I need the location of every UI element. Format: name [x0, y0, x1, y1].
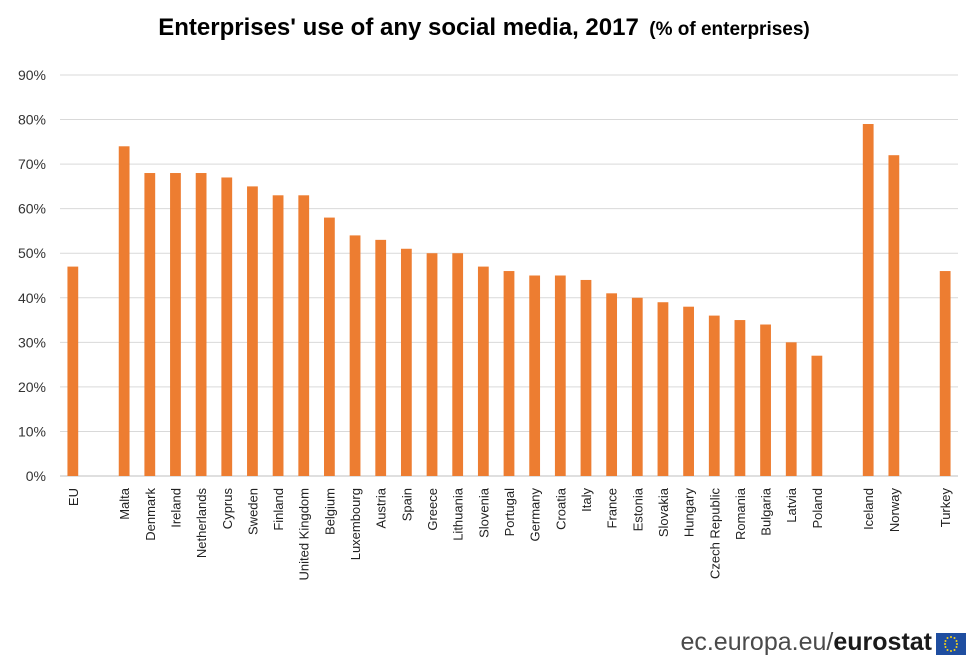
x-tick-label: Lithuania [451, 487, 466, 541]
x-tick-label: Luxembourg [348, 488, 363, 560]
x-tick-label: Finland [271, 488, 286, 531]
x-tick-label: Spain [399, 488, 414, 521]
bar [503, 271, 515, 476]
x-tick-label: Greece [425, 488, 440, 531]
x-tick-label: Netherlands [194, 488, 209, 559]
x-tick-label: Denmark [143, 488, 158, 541]
x-tick-label: Czech Republic [707, 488, 722, 580]
bar [683, 306, 694, 476]
bar-chart: 0% 10% 20% 30% 40% 50% 60% 70% 80% 90% EU Malta Denm… [18, 67, 958, 581]
bar [529, 275, 541, 476]
x-tick-label: Sweden [245, 488, 260, 535]
bar [272, 195, 284, 477]
y-tick-label: 80% [18, 112, 46, 128]
x-tick-label: Ireland [168, 488, 183, 528]
x-tick-label: Slovakia [656, 487, 671, 537]
chart-unit-label: (% of enterprises) [649, 19, 810, 40]
bar [862, 124, 874, 476]
x-tick-label: France [605, 488, 620, 528]
bar [375, 239, 387, 476]
bar [606, 293, 618, 476]
source-footer: ec.europa.eu/eurostat [680, 628, 932, 657]
x-tick-label: Hungary [682, 488, 697, 538]
bar [118, 146, 130, 477]
y-tick-label: 90% [18, 67, 46, 83]
x-tick-label: Cyprus [220, 488, 235, 530]
x-tick-label: Austria [374, 487, 389, 528]
bar [734, 320, 746, 476]
x-tick-label: Italy [579, 488, 594, 512]
bar [221, 177, 233, 476]
y-tick-label: 50% [18, 245, 46, 261]
bar [760, 324, 771, 476]
x-tick-label: Latvia [784, 487, 799, 522]
eu-flag-icon [936, 633, 966, 655]
y-tick-label: 60% [18, 201, 46, 217]
y-tick-label: 20% [18, 379, 46, 395]
x-tick-label: Norway [887, 488, 902, 533]
x-tick-label: Turkey [938, 488, 953, 528]
y-tick-label: 10% [18, 423, 46, 439]
x-tick-label: Slovenia [476, 487, 491, 538]
bar [67, 266, 79, 476]
y-tick-label: 40% [18, 290, 46, 306]
bar [298, 195, 310, 477]
bar [477, 266, 489, 476]
bar [247, 186, 258, 476]
y-tick-label: 70% [18, 156, 46, 172]
bar [708, 315, 720, 476]
bar [554, 275, 566, 476]
bar [195, 173, 207, 476]
x-tick-label: Romania [733, 487, 748, 540]
bar [631, 297, 643, 476]
x-tick-label: Belgium [322, 488, 337, 535]
bar [888, 155, 900, 476]
bar [657, 302, 669, 476]
bar [785, 342, 797, 476]
x-tick-label: Germany [528, 488, 543, 542]
bar [349, 235, 361, 476]
bar [170, 173, 181, 476]
x-tick-label: Poland [810, 488, 825, 528]
bar [144, 173, 156, 476]
bar [426, 253, 438, 476]
x-tick-label: Portugal [502, 488, 517, 537]
source-url-text: ec.europa.eu/ [680, 628, 834, 656]
y-tick-label: 0% [26, 468, 46, 484]
x-tick-label: United Kingdom [297, 488, 312, 581]
bar [452, 253, 464, 476]
chart-title-text: Enterprises' use of any social media, 20… [158, 14, 639, 41]
chart-title: Enterprises' use of any social media, 20… [0, 14, 968, 42]
bar [939, 271, 951, 476]
x-tick-label: Malta [117, 487, 132, 520]
y-tick-label: 30% [18, 334, 46, 350]
x-tick-label: Bulgaria [759, 487, 774, 535]
bar [580, 279, 592, 476]
x-tick-label: Croatia [553, 487, 568, 530]
bar [400, 248, 412, 476]
x-tick-label: Iceland [861, 488, 876, 530]
bar [811, 355, 823, 476]
x-tick-label: Estonia [630, 487, 645, 531]
eurostat-brand-text: eurostat [833, 628, 932, 656]
bar [324, 217, 335, 477]
x-tick-label: EU [66, 488, 81, 506]
